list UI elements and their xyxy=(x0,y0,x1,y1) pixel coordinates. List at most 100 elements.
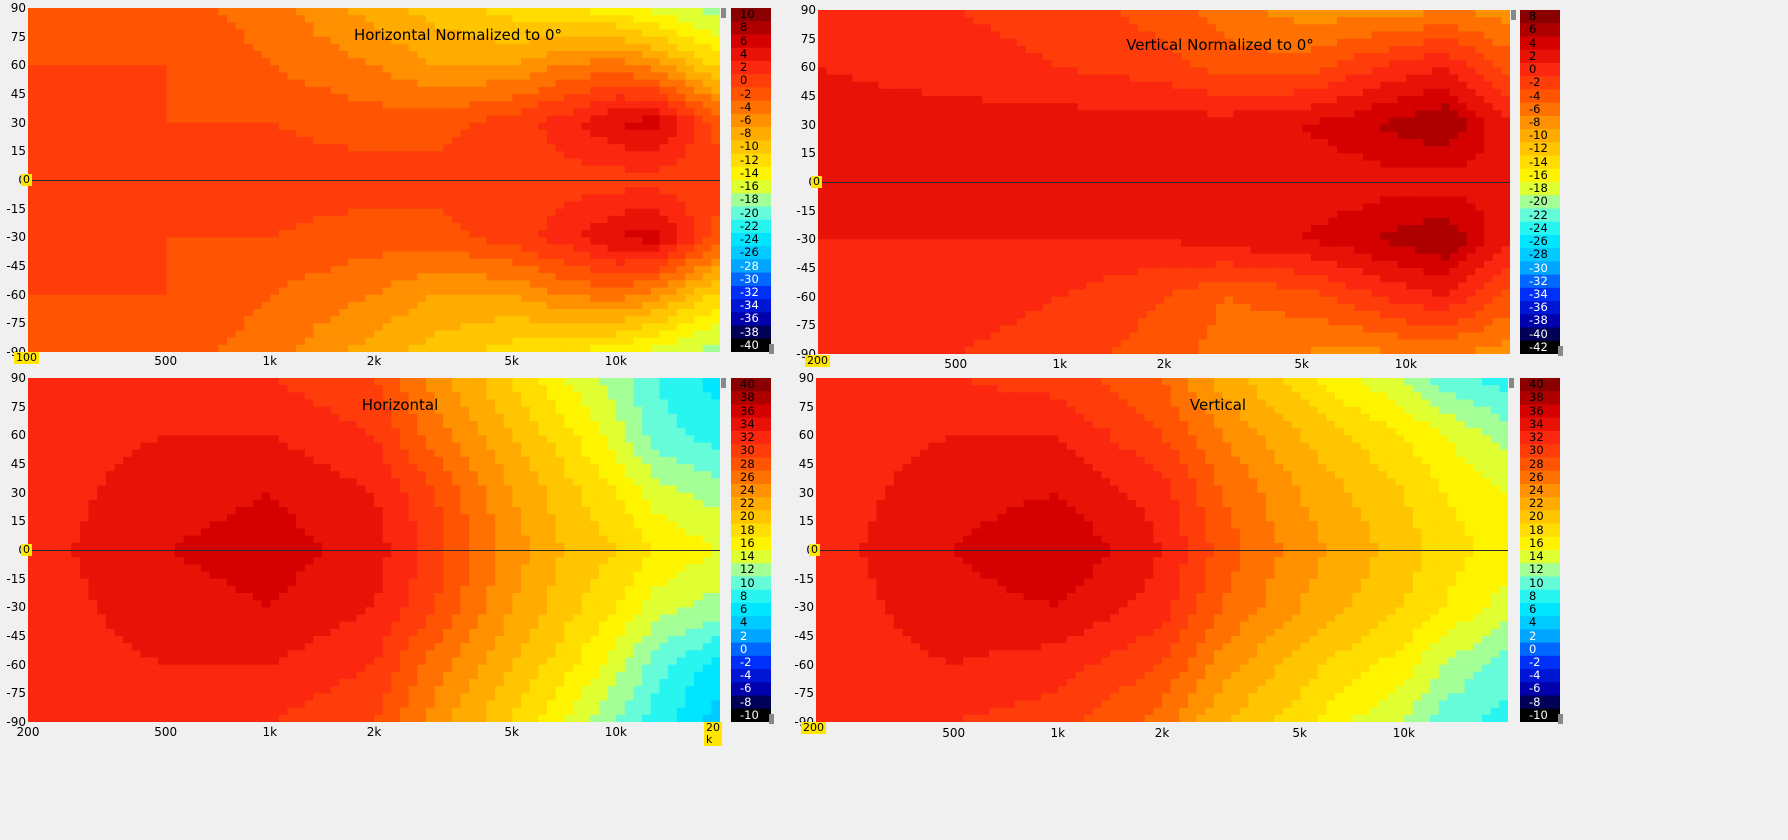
colorbar-tick-label: 38 xyxy=(740,390,755,405)
y-tick-label: -75 xyxy=(6,686,26,701)
colorbar-tick-label: -10 xyxy=(1529,707,1548,722)
scroll-handle-bottom[interactable] xyxy=(1558,714,1563,724)
colorbar-swatch xyxy=(1520,550,1560,564)
colorbar-swatch xyxy=(731,246,771,260)
y-tick-label: 15 xyxy=(800,146,816,161)
colorbar-tick-label: -40 xyxy=(1529,326,1548,341)
colorbar-swatch xyxy=(1520,655,1560,670)
x-tick-label: 5k xyxy=(504,725,519,739)
y-tick-label: 75 xyxy=(798,399,814,414)
colorbar-tick-label: -2 xyxy=(1529,654,1541,669)
colorbar-swatch xyxy=(731,457,771,472)
colorbar-swatch xyxy=(1520,314,1560,329)
x-tick-label: 2k xyxy=(1154,726,1170,740)
colorbar-swatch xyxy=(1520,261,1560,276)
y-tick-label: -60 xyxy=(796,289,816,304)
colorbar-swatch xyxy=(731,430,771,445)
colorbar-tick-label: 16 xyxy=(1529,535,1544,550)
scroll-handle-top[interactable] xyxy=(721,378,726,388)
heatmap-surface xyxy=(28,378,720,722)
colorbar-swatch xyxy=(1520,391,1560,405)
y-tick-label: -15 xyxy=(6,571,26,586)
scroll-handle-bottom[interactable] xyxy=(769,344,774,354)
colorbar-tick-label: 10 xyxy=(740,575,755,590)
colorbar-tick-label: -30 xyxy=(740,271,759,286)
y-tick-label: 90 xyxy=(10,371,26,385)
colorbar-tick-label: 2 xyxy=(740,60,748,75)
y-tick-label: -15 xyxy=(796,203,816,218)
y-tick-label: -60 xyxy=(6,657,26,672)
colorbar-swatch xyxy=(1520,708,1560,722)
colorbar-tick-label: -6 xyxy=(740,112,752,127)
colorbar-swatch xyxy=(731,87,771,102)
zero-degree-line xyxy=(28,180,720,181)
colorbar-swatch xyxy=(1520,444,1560,458)
colorbar-swatch xyxy=(731,510,771,525)
y-tick-label: 90 xyxy=(10,1,26,15)
plot-area xyxy=(28,378,720,722)
colorbar-tick-label: 36 xyxy=(1529,403,1544,418)
colorbar-swatch xyxy=(1520,536,1560,551)
colorbar-tick-label: 8 xyxy=(1529,588,1537,603)
zero-marker: 0 xyxy=(21,173,32,186)
y-tick-label: -15 xyxy=(794,571,814,586)
colorbar-tick-label: -18 xyxy=(740,192,759,207)
colorbar-swatch xyxy=(731,338,771,352)
colorbar: 40 38 36 34 32 30 28 26 24 22 20 18 16 14 12 10 8 6 4 2 0 -2-… xyxy=(1520,378,1560,722)
colorbar-swatch xyxy=(731,232,771,247)
zero-degree-line xyxy=(818,182,1510,183)
y-tick-label: 90 xyxy=(800,3,816,17)
colorbar-swatch xyxy=(1520,76,1560,90)
y-tick-label: 15 xyxy=(798,514,814,529)
colorbar-tick-label: 0 xyxy=(1529,62,1537,77)
scroll-handle-top[interactable] xyxy=(1511,10,1516,20)
y-tick-label: -45 xyxy=(794,629,814,643)
colorbar-swatch xyxy=(731,536,771,551)
colorbar-tick-label: -42 xyxy=(1529,339,1548,354)
colorbar-swatch xyxy=(731,34,771,49)
y-tick-label: -75 xyxy=(6,316,26,331)
colorbar-tick-label: 4 xyxy=(740,46,748,61)
scroll-handle-bottom[interactable] xyxy=(769,714,774,724)
colorbar-tick-label: -34 xyxy=(740,298,759,313)
colorbar-tick-label: -20 xyxy=(1529,194,1548,209)
colorbar-tick-label: 28 xyxy=(1529,456,1544,471)
colorbar-tick-label: 2 xyxy=(1529,628,1537,643)
colorbar-tick-label: -10 xyxy=(740,707,759,722)
colorbar-tick-label: 0 xyxy=(740,73,748,88)
colorbar-tick-label: 6 xyxy=(1529,602,1537,617)
x-range-start-marker[interactable]: 200 xyxy=(801,721,826,734)
colorbar-swatch xyxy=(1520,248,1560,262)
colorbar-tick-label: -8 xyxy=(1529,694,1541,709)
scroll-handle-top[interactable] xyxy=(721,8,726,18)
colorbar-swatch xyxy=(1520,208,1560,223)
colorbar: 10 8 6 4 2 0 -2 -4 -6 -8 -10 -12 -14 -16 -18 -20 -22 -24-… xyxy=(731,8,771,352)
colorbar-tick-label: -26 xyxy=(1529,234,1548,249)
x-tick-label: 1k xyxy=(1052,357,1068,371)
colorbar-swatch xyxy=(1520,470,1560,485)
x-tick-label: 2k xyxy=(366,354,382,368)
colorbar-swatch xyxy=(1520,417,1560,432)
x-range-start-marker[interactable]: 100 xyxy=(14,351,39,364)
colorbar-tick-label: -32 xyxy=(1529,273,1548,288)
colorbar-swatch xyxy=(1520,523,1560,538)
zero-marker: 0 xyxy=(811,175,822,188)
x-range-start-marker[interactable]: 200 xyxy=(805,354,830,367)
y-tick-label: -30 xyxy=(794,600,814,615)
heatmap-surface xyxy=(816,378,1508,722)
colorbar-tick-label: -22 xyxy=(1529,207,1548,222)
y-tick-label: 30 xyxy=(800,117,816,132)
x-range-end-marker[interactable]: 20 k xyxy=(704,721,722,746)
colorbar-swatch xyxy=(1520,563,1560,577)
colorbar-tick-label: 10 xyxy=(740,7,755,22)
colorbar-swatch xyxy=(731,74,771,88)
colorbar-swatch xyxy=(1520,10,1560,24)
colorbar-swatch xyxy=(1520,340,1560,354)
scroll-handle-bottom[interactable] xyxy=(1558,346,1563,356)
plot-area xyxy=(28,8,720,352)
colorbar-tick-label: 14 xyxy=(740,549,755,564)
x-tick-label: 10k xyxy=(604,354,627,368)
scroll-handle-top[interactable] xyxy=(1509,378,1514,388)
colorbar-swatch xyxy=(1520,155,1560,170)
colorbar-tick-label: 8 xyxy=(1529,9,1537,24)
